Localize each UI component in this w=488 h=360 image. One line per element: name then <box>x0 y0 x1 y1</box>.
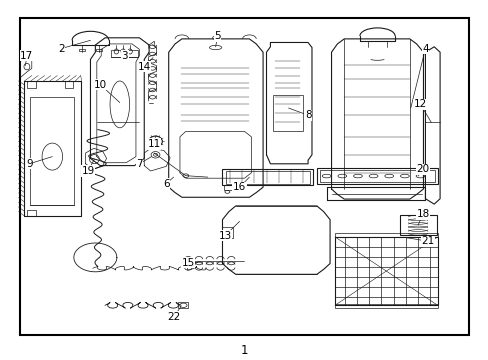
Text: 6: 6 <box>163 179 169 189</box>
Bar <box>27 81 36 88</box>
Bar <box>320 170 434 182</box>
Text: 18: 18 <box>415 209 429 219</box>
Bar <box>222 227 233 238</box>
Text: 10: 10 <box>94 80 106 90</box>
Text: 22: 22 <box>166 312 180 322</box>
Bar <box>64 81 73 88</box>
Bar <box>399 215 436 235</box>
Text: 21: 21 <box>420 236 434 246</box>
Bar <box>79 49 85 51</box>
Bar <box>334 237 437 305</box>
Text: 17: 17 <box>20 51 34 61</box>
Text: 16: 16 <box>232 182 246 192</box>
Text: 19: 19 <box>81 166 95 176</box>
Text: 15: 15 <box>181 258 195 268</box>
Text: 20: 20 <box>416 164 428 174</box>
Text: 3: 3 <box>121 51 128 61</box>
Text: 9: 9 <box>26 159 33 169</box>
Bar <box>178 302 188 308</box>
Bar <box>272 95 303 131</box>
Bar <box>334 304 437 308</box>
Bar <box>27 210 36 216</box>
Bar <box>96 49 102 51</box>
Text: 12: 12 <box>413 99 427 109</box>
Bar <box>225 171 309 184</box>
Bar <box>222 169 312 185</box>
Text: 11: 11 <box>147 139 161 149</box>
Text: 2: 2 <box>58 44 64 54</box>
Text: 1: 1 <box>240 345 248 357</box>
Bar <box>224 185 239 190</box>
Text: 8: 8 <box>304 110 311 120</box>
Text: 5: 5 <box>214 31 221 41</box>
Bar <box>20 18 468 335</box>
Bar <box>111 50 138 57</box>
Text: 14: 14 <box>137 62 151 72</box>
Bar <box>30 97 74 205</box>
Text: 13: 13 <box>218 231 231 241</box>
Bar <box>316 168 437 184</box>
Text: 4: 4 <box>421 44 428 54</box>
Bar <box>334 233 437 237</box>
Text: 7: 7 <box>136 159 142 169</box>
